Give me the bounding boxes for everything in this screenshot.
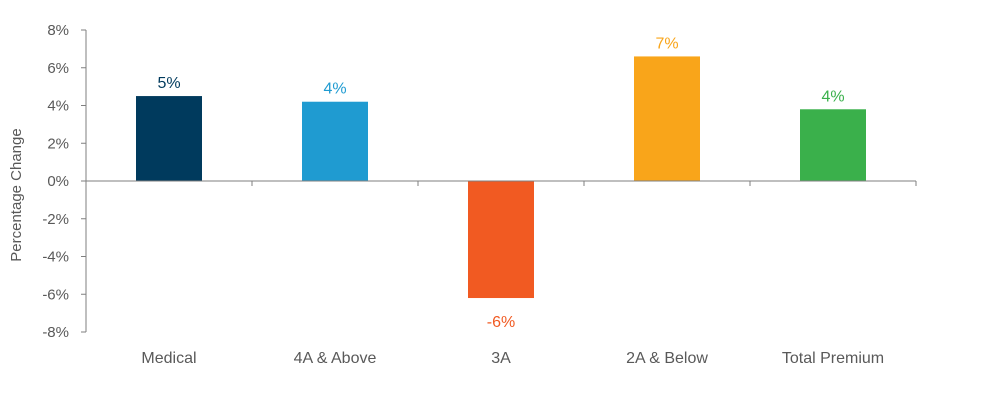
bar-data-label: 4% [323, 81, 346, 98]
x-category-label: 3A [491, 350, 511, 367]
y-tick-label: 8% [47, 22, 69, 39]
bar [302, 101, 368, 181]
x-category-label: Total Premium [782, 350, 884, 367]
y-axis-title: Percentage Change [8, 128, 25, 261]
y-tick-label: 2% [47, 135, 69, 152]
bar [136, 96, 202, 181]
y-tick-label: -2% [42, 211, 69, 228]
x-axis: Medical 4A & Above 3A 2A & Below Total Premi… [85, 180, 917, 367]
y-tick-label: -6% [42, 286, 69, 303]
bar-data-label: -6% [487, 314, 515, 331]
x-category-label: Medical [141, 350, 196, 367]
x-category-label: 4A & Above [294, 350, 377, 367]
y-tick-label: 6% [47, 60, 69, 77]
y-tick-label: -4% [42, 249, 69, 266]
bar [800, 109, 866, 181]
y-tick-label: -8% [42, 324, 69, 341]
y-tick-label: 4% [47, 98, 69, 115]
bar-data-label: 7% [655, 35, 678, 52]
bar [634, 56, 700, 181]
bar [468, 181, 534, 299]
y-axis-ticks: 8% 6% 4% 2% 0% -2% -4% -6% -8% [42, 22, 87, 341]
bar-data-label: 4% [821, 88, 844, 105]
bars-group: 5% 4% -6% 7% 4% [136, 35, 866, 331]
bar-data-label: 5% [157, 75, 180, 92]
x-category-label: 2A & Below [626, 350, 708, 367]
y-tick-label: 0% [47, 173, 69, 190]
